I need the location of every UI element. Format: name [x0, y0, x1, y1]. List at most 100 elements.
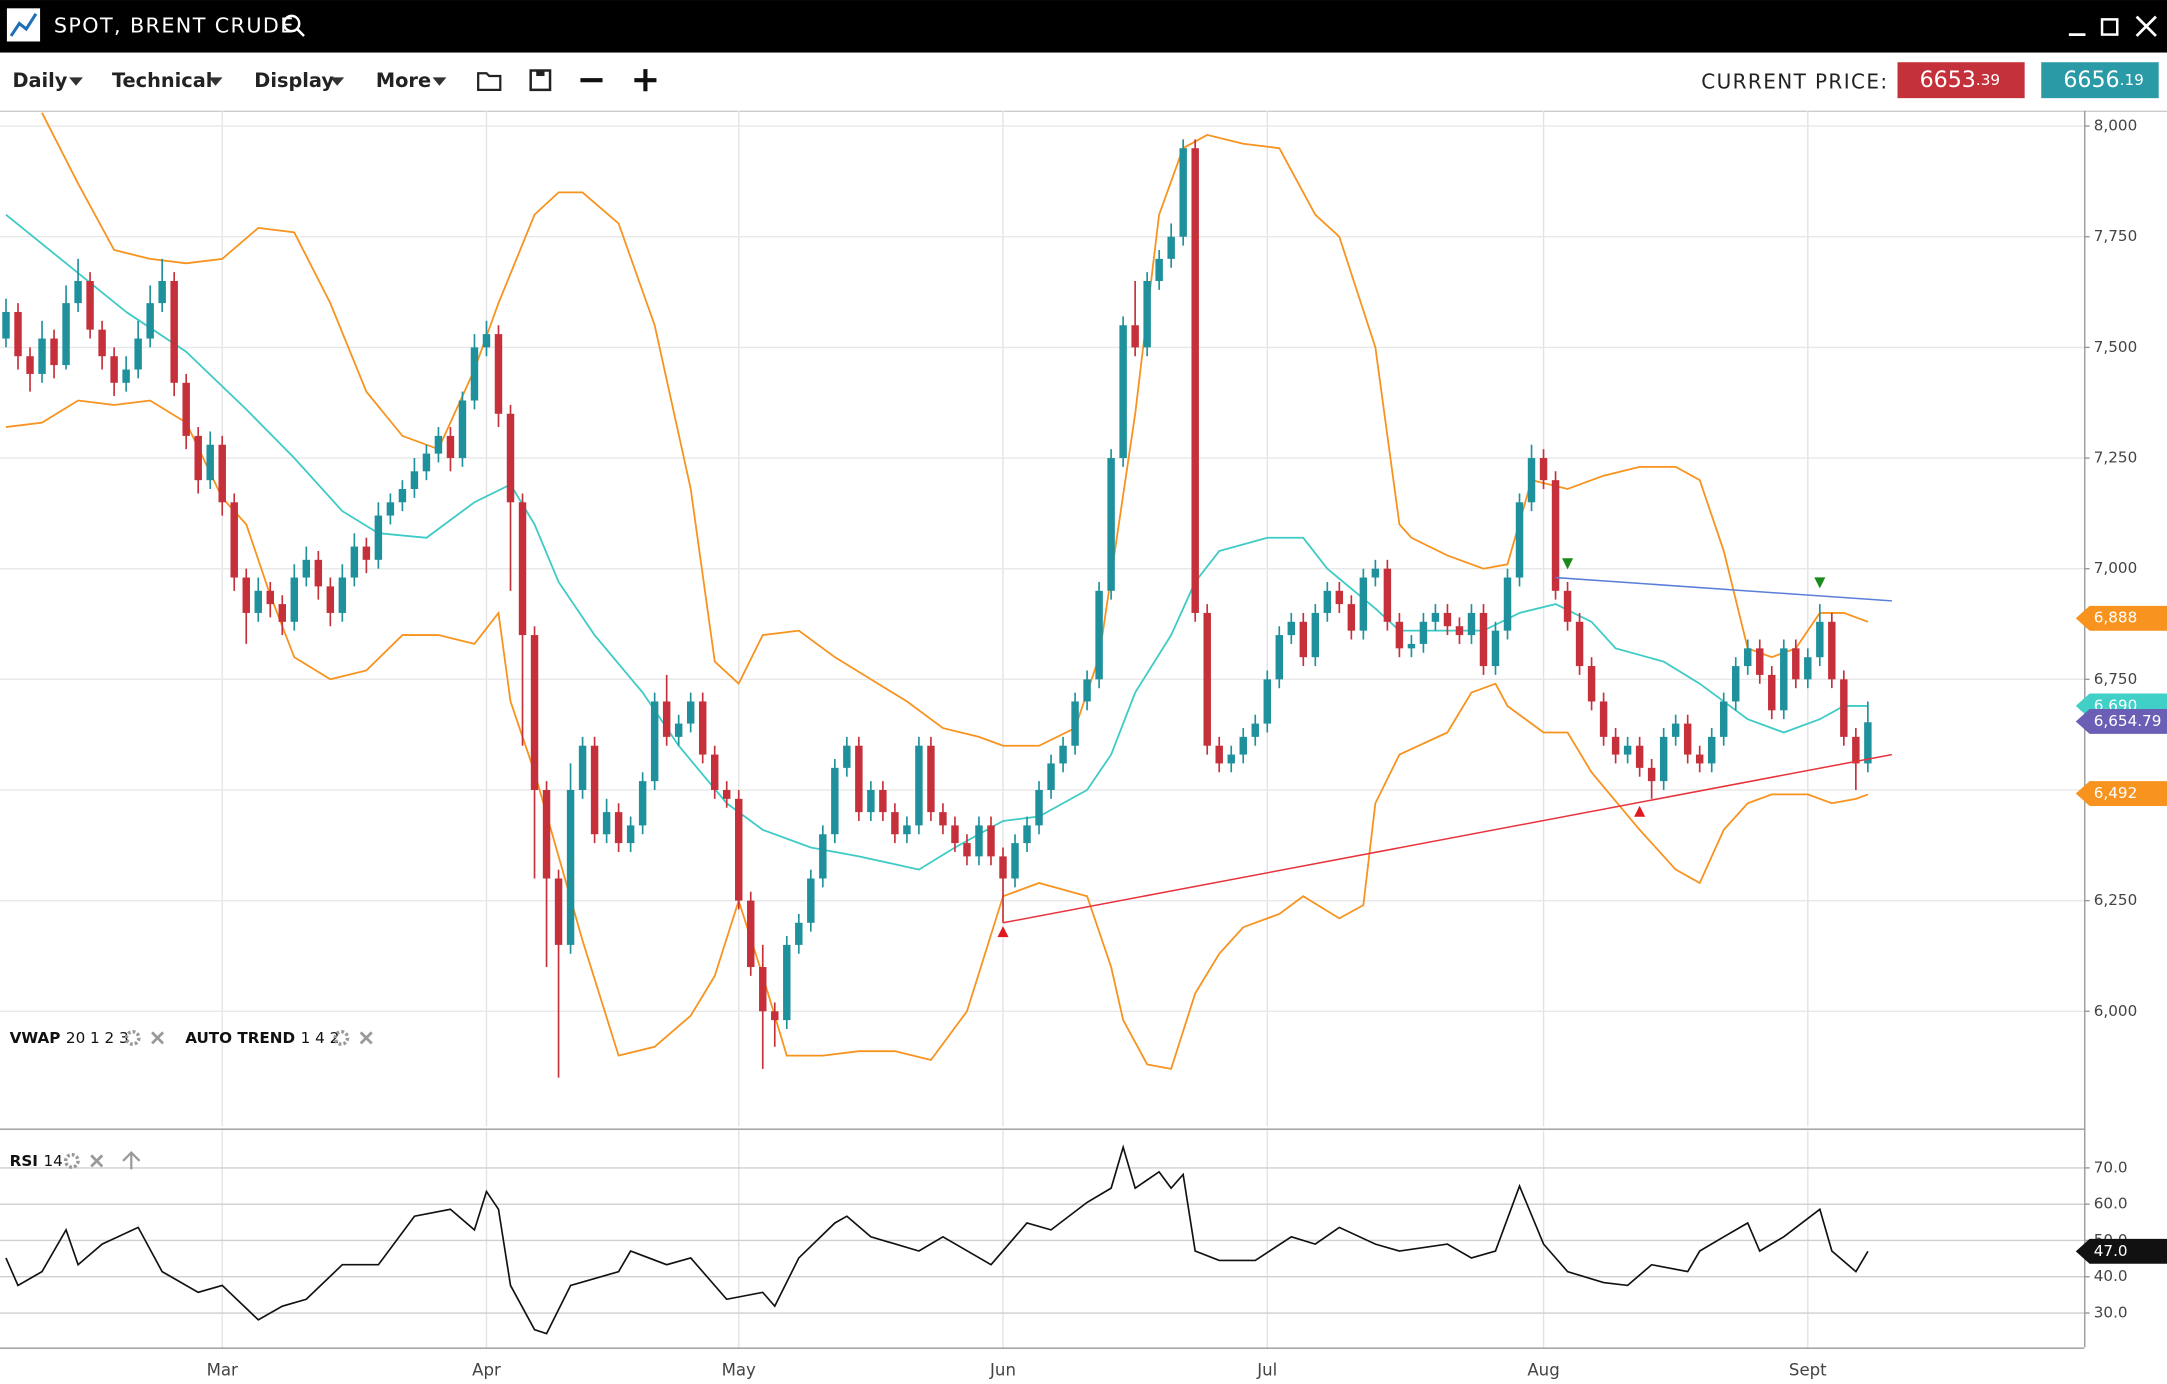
indicator-label: RSI 14	[10, 1151, 63, 1169]
popout-button[interactable]	[2100, 18, 2119, 36]
candle-body	[554, 878, 563, 945]
zoom-in-button[interactable]	[634, 69, 657, 92]
settings-button[interactable]	[333, 1029, 350, 1046]
search-icon	[296, 28, 305, 37]
candle-body	[1792, 648, 1800, 680]
menu-more[interactable]: More	[376, 69, 431, 92]
menu-technical[interactable]: Technical	[112, 69, 212, 92]
candle-body	[783, 944, 791, 1021]
candle-body	[1275, 635, 1283, 680]
y-tick-label: 6,000	[2094, 1002, 2137, 1020]
candle-body	[110, 356, 118, 383]
candle-body	[771, 1011, 779, 1021]
candle-body	[1047, 763, 1055, 790]
candle-body	[1744, 648, 1752, 667]
candle-body	[14, 311, 22, 357]
close-button[interactable]	[2135, 15, 2157, 37]
bid-price: 6653.39	[1920, 67, 2000, 93]
x-tick-label: Jun	[989, 1360, 1016, 1379]
price-tag	[2075, 1238, 2167, 1264]
candle-body	[1239, 736, 1247, 755]
candle-body	[134, 338, 142, 370]
candle-body	[1719, 701, 1728, 737]
candle-body	[578, 745, 587, 790]
candle-body	[362, 546, 371, 560]
line	[5, 1144, 1869, 1335]
candle-body	[1107, 458, 1115, 591]
candle-body	[194, 435, 202, 481]
open-button[interactable]	[477, 72, 502, 91]
candle-body	[1179, 148, 1187, 237]
candle-body	[470, 347, 479, 401]
caret	[330, 77, 345, 86]
current-price-label: CURRENT PRICE:	[1701, 69, 1888, 93]
candle-body	[590, 745, 599, 835]
candle-body	[410, 471, 419, 490]
trend-marker	[1562, 558, 1574, 570]
candle-body	[1467, 612, 1476, 636]
candle-body	[1563, 590, 1572, 622]
candle-body	[1828, 621, 1836, 680]
candle-body	[807, 878, 815, 923]
rsi-pane	[5, 1144, 1869, 1335]
candle-body	[350, 546, 359, 578]
remove-button[interactable]	[359, 1031, 373, 1045]
settings-button[interactable]	[124, 1029, 141, 1046]
candle-body	[266, 590, 274, 605]
candle-body	[1695, 754, 1704, 764]
maximize-pane-button[interactable]	[122, 1151, 141, 1170]
candle-body	[494, 334, 503, 414]
y-tick-label: 7,500	[2094, 338, 2137, 356]
candle-body	[1599, 701, 1608, 737]
menu-daily[interactable]: Daily	[12, 69, 67, 92]
candle-body	[1683, 723, 1692, 755]
bid-box[interactable]	[1897, 62, 2025, 99]
y-tick-label: 30.0	[2094, 1304, 2128, 1322]
candle-body	[482, 334, 491, 348]
candle-body	[1611, 736, 1620, 755]
caret	[69, 77, 83, 86]
candle-body	[819, 834, 827, 879]
candle-body	[1816, 621, 1824, 658]
candle-body	[1527, 458, 1536, 503]
line	[1002, 753, 1892, 924]
indicator-label: VWAP 20 1 2 3	[10, 1028, 129, 1046]
candle-body	[867, 789, 875, 813]
candle-body	[1347, 604, 1356, 631]
candle-body	[458, 400, 467, 459]
candle-body	[843, 745, 851, 768]
candle-body	[1095, 590, 1103, 680]
grid	[0, 110, 2090, 1348]
candle-body	[302, 559, 311, 578]
candle-body	[530, 635, 539, 790]
line	[5, 213, 1868, 871]
price-tag-label: 6,654.79	[2094, 712, 2162, 730]
candle-body	[254, 590, 262, 613]
candle-body	[242, 577, 250, 613]
search-button[interactable]	[282, 14, 305, 37]
candle-body	[987, 825, 995, 857]
remove-button[interactable]	[151, 1031, 165, 1045]
candle-body	[1311, 612, 1320, 658]
line	[41, 112, 1869, 747]
candle-body	[662, 701, 671, 737]
candle-body	[1671, 723, 1680, 737]
ask-box[interactable]	[2041, 62, 2159, 99]
remove-button[interactable]	[90, 1154, 104, 1168]
candle-body	[939, 812, 947, 826]
price-tag-label: 6,492	[2094, 784, 2137, 802]
ask-price: 6656.19	[2063, 67, 2143, 93]
candle-body	[86, 280, 94, 330]
candle-body	[506, 413, 515, 503]
candle-body	[1659, 736, 1668, 782]
candle-body	[1119, 325, 1127, 459]
settings-button[interactable]	[63, 1152, 80, 1169]
candle-body	[1647, 767, 1656, 782]
search-icon	[282, 14, 301, 33]
caret	[432, 77, 447, 86]
menu-display[interactable]: Display	[254, 69, 334, 92]
candle-body	[1840, 679, 1848, 737]
candle-body	[1191, 148, 1199, 613]
instrument-title: SPOT, BRENT CRUDE	[54, 13, 295, 37]
candle-body	[831, 767, 839, 835]
